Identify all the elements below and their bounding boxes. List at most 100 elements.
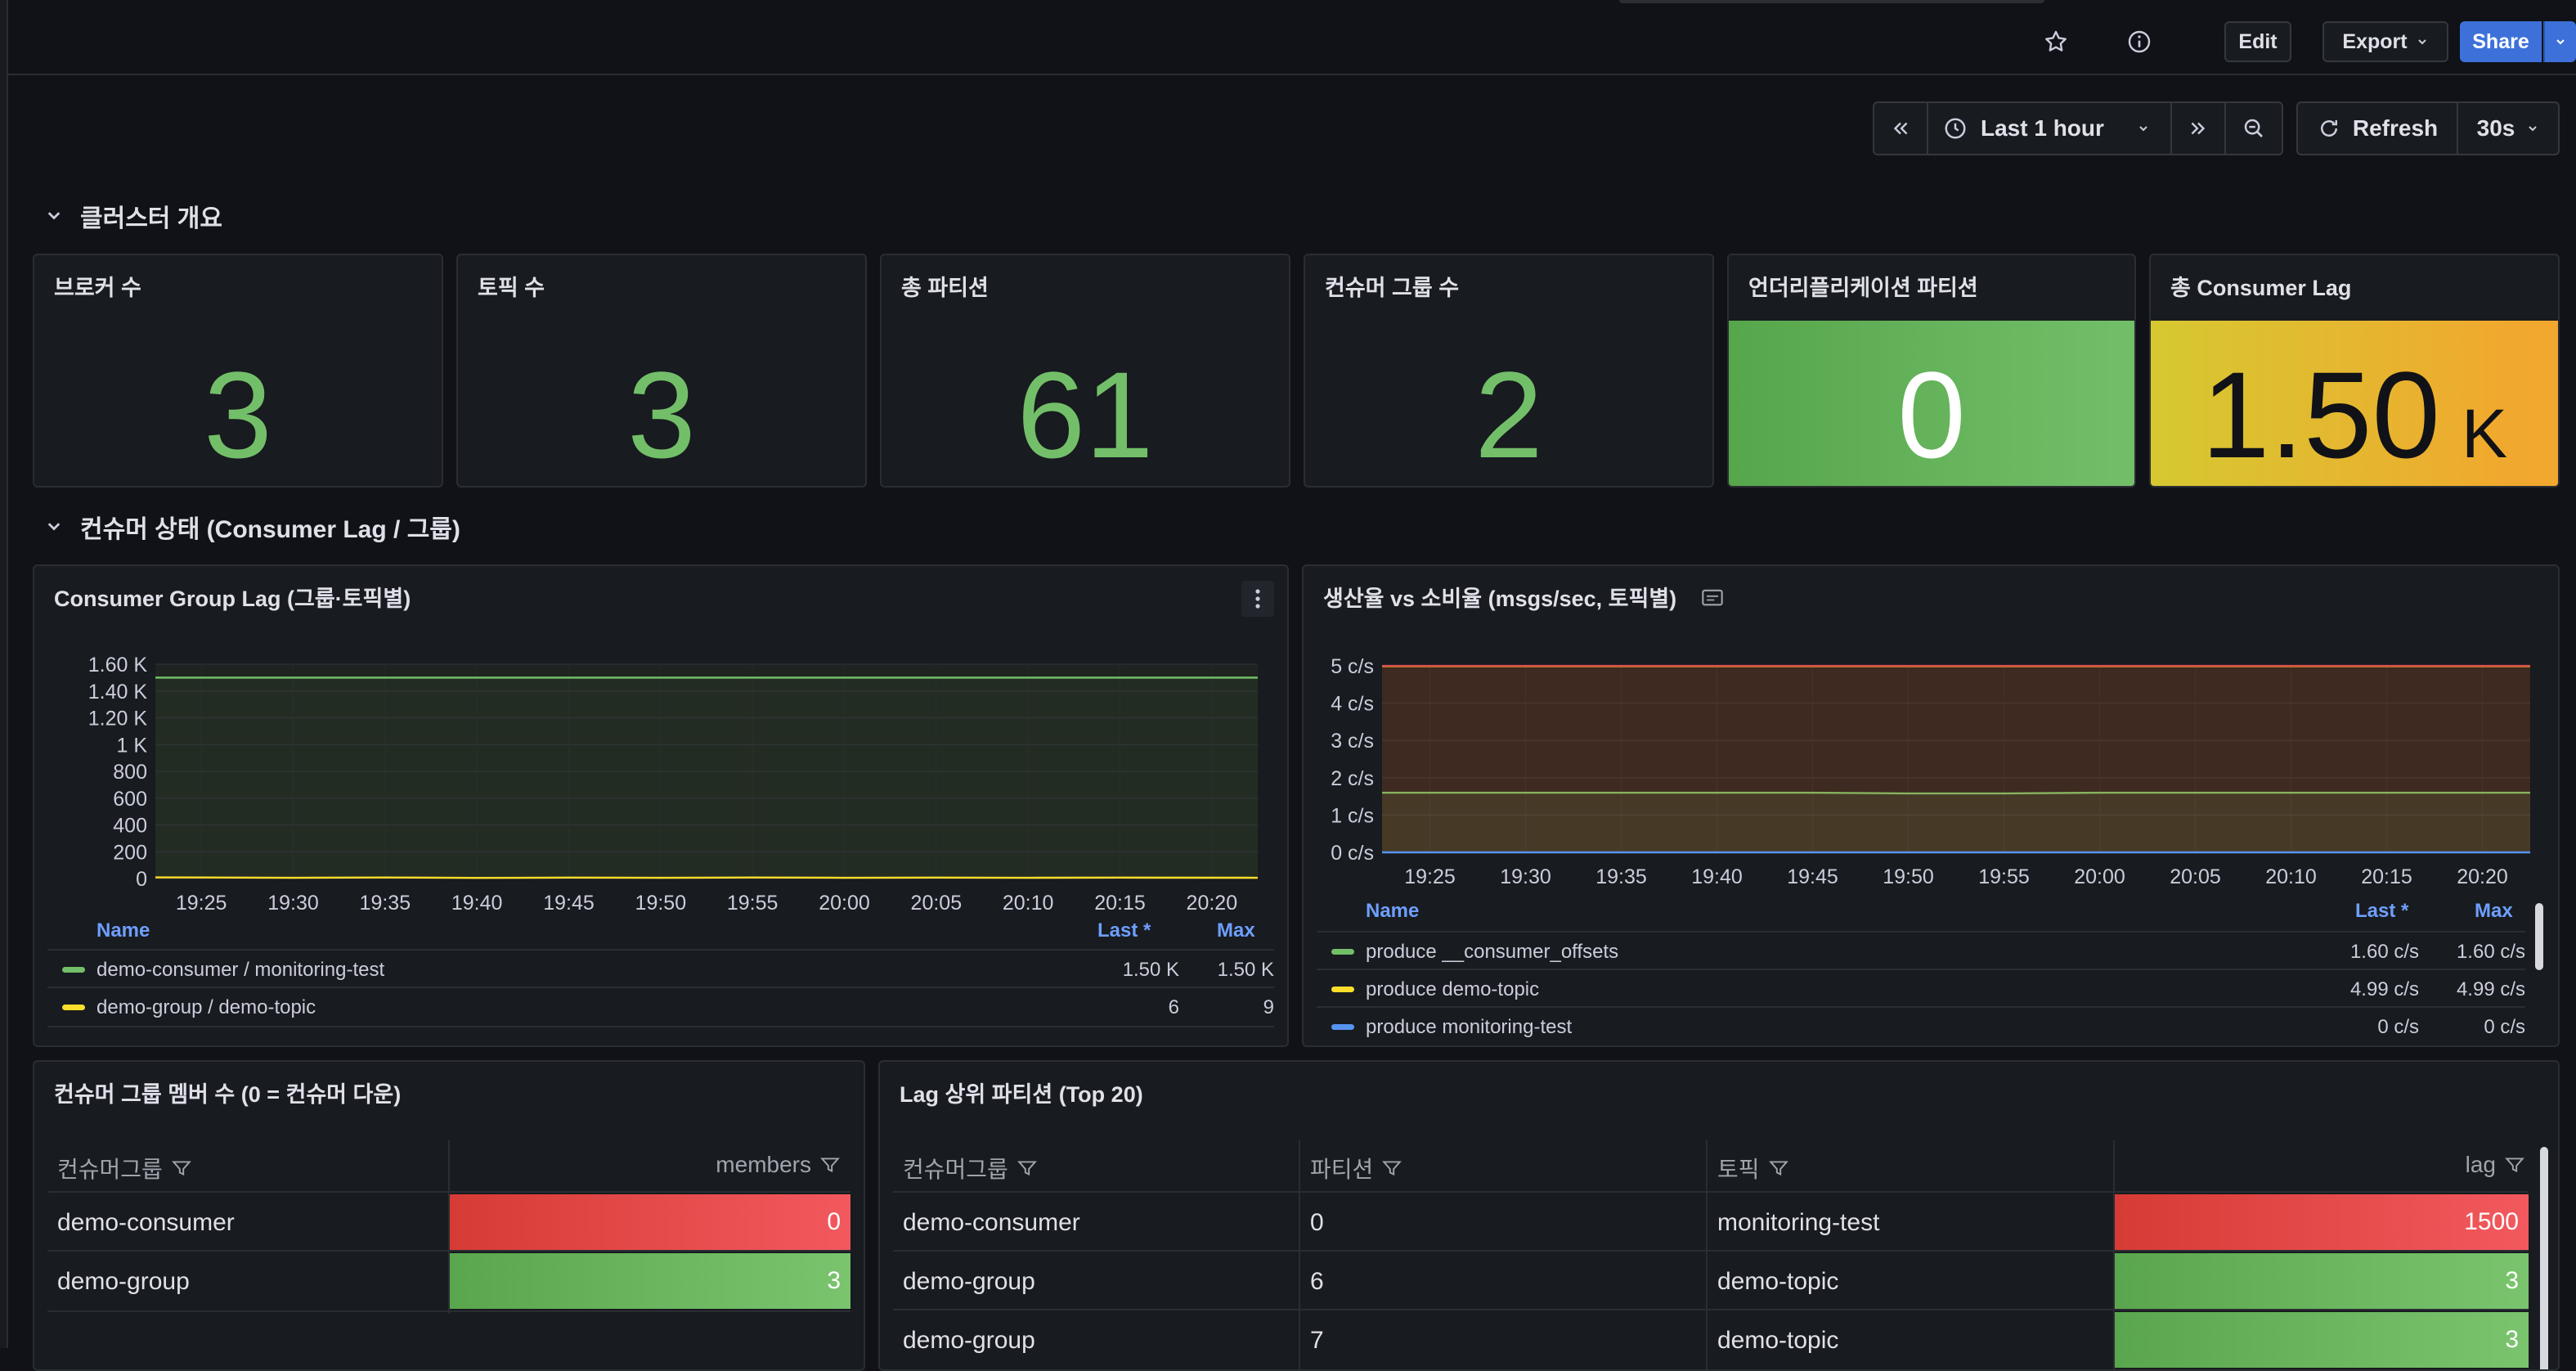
x-tick-label: 19:50 <box>635 892 687 915</box>
filter-icon[interactable] <box>1381 1157 1402 1179</box>
legend-item[interactable]: produce demo-topic 4.99 c/s 4.99 c/s <box>1317 969 2525 1008</box>
info-icon[interactable] <box>2118 21 2161 62</box>
x-tick-label: 20:15 <box>2361 865 2412 888</box>
column-header-topic[interactable]: 토픽 <box>1717 1152 1789 1184</box>
share-button[interactable]: Share <box>2460 21 2542 62</box>
zoom-out-button[interactable] <box>2226 103 2282 154</box>
row-overview-toggle[interactable]: 클러스터 개요 <box>46 198 222 234</box>
table-row[interactable]: demo-group 6 demo-topic 3 <box>893 1250 2529 1310</box>
row-consumer-toggle[interactable]: 컨슈머 상태 (Consumer Lag / 그룹) <box>46 509 460 545</box>
x-tick-label: 19:45 <box>543 892 595 915</box>
filter-icon[interactable] <box>1016 1157 1038 1179</box>
series-swatch <box>1331 949 1354 955</box>
x-tick-label: 19:30 <box>1500 865 1551 888</box>
column-header-group[interactable]: 컨슈머그룹 <box>903 1152 1038 1184</box>
y-tick-label: 1.60 K <box>88 654 148 677</box>
x-tick-label: 20:10 <box>2265 865 2317 888</box>
panel-title: Lag 상위 파티션 (Top 20) <box>900 1077 1143 1108</box>
stat-panel-brokers[interactable]: 브로커 수 3 <box>33 254 443 488</box>
time-range-label: Last 1 hour <box>1981 115 2104 142</box>
legend-last: 0 c/s <box>2377 1016 2419 1039</box>
export-button[interactable]: Export <box>2322 21 2448 62</box>
legend-item[interactable]: demo-consumer / monitoring-test 1.50 K 1… <box>47 949 1274 988</box>
cell-partition: 6 <box>1310 1268 1324 1296</box>
table-row[interactable]: demo-group 3 <box>47 1250 850 1312</box>
edit-button[interactable]: Edit <box>2224 21 2291 62</box>
table-row[interactable]: demo-group 7 demo-topic 3 <box>893 1309 2529 1369</box>
share-dropdown-button[interactable] <box>2543 21 2576 62</box>
column-header-group[interactable]: 컨슈머그룹 <box>57 1152 192 1184</box>
x-tick-label: 19:40 <box>451 892 503 915</box>
cell-group: demo-group <box>57 1268 190 1296</box>
y-tick-label: 0 c/s <box>1331 842 1374 865</box>
filter-icon[interactable] <box>171 1157 192 1179</box>
x-tick-label: 20:00 <box>2074 865 2125 888</box>
table-panel-top-partitions[interactable]: Lag 상위 파티션 (Top 20) 컨슈머그룹 파티션 토픽 lag dem… <box>878 1060 2560 1371</box>
cell-members: 3 <box>450 1253 850 1309</box>
table-scrollbar[interactable] <box>2540 1147 2548 1371</box>
series-line <box>155 878 1258 879</box>
stat-value: 3 <box>458 353 865 476</box>
panel-menu-button[interactable] <box>1241 581 1274 617</box>
library-panel-icon[interactable] <box>1701 587 1724 607</box>
table-row[interactable]: demo-consumer 0 <box>47 1191 850 1252</box>
table-panel-members[interactable]: 컨슈머 그룹 멤버 수 (0 = 컨슈머 다운) 컨슈머그룹 members d… <box>33 1060 865 1371</box>
filter-icon[interactable] <box>1768 1157 1789 1179</box>
legend-header-last: Last * <box>2355 900 2408 923</box>
filter-icon[interactable] <box>819 1154 841 1175</box>
cell-members: 0 <box>450 1194 850 1250</box>
series-swatch <box>1331 1024 1354 1030</box>
column-header-partition[interactable]: 파티션 <box>1310 1152 1402 1184</box>
series-swatch <box>62 1005 85 1010</box>
stat-panel-topics[interactable]: 토픽 수 3 <box>456 254 867 488</box>
row-overview-title: 클러스터 개요 <box>80 198 222 234</box>
legend-header-name: Name <box>1366 900 1419 923</box>
legend-item[interactable]: produce monitoring-test 0 c/s 0 c/s <box>1317 1006 2525 1045</box>
stat-panel-total-lag[interactable]: 총 Consumer Lag 1.50 K <box>2149 254 2560 488</box>
x-tick-label: 20:05 <box>2170 865 2221 888</box>
legend-item[interactable]: produce __consumer_offsets 1.60 c/s 1.60… <box>1317 931 2525 970</box>
cell-group: demo-group <box>903 1268 1035 1296</box>
chevron-down-icon <box>46 208 62 224</box>
legend-max: 1.50 K <box>1218 959 1274 982</box>
series-area <box>155 677 1258 879</box>
star-icon[interactable] <box>2035 21 2077 62</box>
legend-scrollbar[interactable] <box>2535 903 2543 970</box>
shift-back-button[interactable] <box>1874 103 1928 154</box>
cell-partition: 0 <box>1310 1209 1324 1237</box>
time-range-picker[interactable]: Last 1 hour <box>1928 103 2172 154</box>
stat-panel-under-replicated[interactable]: 언더리플리케이션 파티션 0 <box>1727 254 2136 488</box>
y-tick-label: 0 <box>136 868 147 891</box>
search-bar-edge <box>1619 0 2044 3</box>
series-area <box>1382 666 2530 852</box>
refresh-button[interactable]: Refresh <box>2298 103 2458 154</box>
refresh-interval-picker[interactable]: 30s <box>2458 103 2558 154</box>
stat-panel-consumer-groups[interactable]: 컨슈머 그룹 수 2 <box>1304 254 1714 488</box>
column-header-lag[interactable]: lag <box>2466 1152 2525 1178</box>
x-tick-label: 19:35 <box>1595 865 1647 888</box>
stat-value: 2 <box>1305 353 1712 476</box>
stat-value: 1.50 <box>2201 353 2440 476</box>
refresh-interval-label: 30s <box>2477 115 2515 142</box>
stat-panel-partitions[interactable]: 총 파티션 61 <box>880 254 1290 488</box>
legend-item[interactable]: demo-group / demo-topic 6 9 <box>47 987 1274 1027</box>
legend-name: produce demo-topic <box>1366 978 1539 1001</box>
stat-value: 61 <box>882 353 1289 476</box>
x-tick-label: 19:30 <box>267 892 319 915</box>
table-row[interactable]: demo-consumer 0 monitoring-test 1500 <box>893 1191 2529 1252</box>
cell-lag: 1500 <box>2115 1194 2529 1250</box>
legend-max: 9 <box>1263 996 1274 1019</box>
shift-forward-button[interactable] <box>2172 103 2226 154</box>
filter-icon[interactable] <box>2504 1154 2525 1175</box>
x-tick-label: 20:20 <box>2457 865 2508 888</box>
cell-group: demo-consumer <box>903 1209 1080 1237</box>
cell-topic: demo-topic <box>1717 1327 1838 1355</box>
legend-max: 1.60 c/s <box>2457 941 2525 964</box>
zoom-out-icon <box>2242 116 2266 141</box>
header-label: 파티션 <box>1310 1152 1373 1184</box>
column-header-members[interactable]: members <box>716 1152 841 1178</box>
